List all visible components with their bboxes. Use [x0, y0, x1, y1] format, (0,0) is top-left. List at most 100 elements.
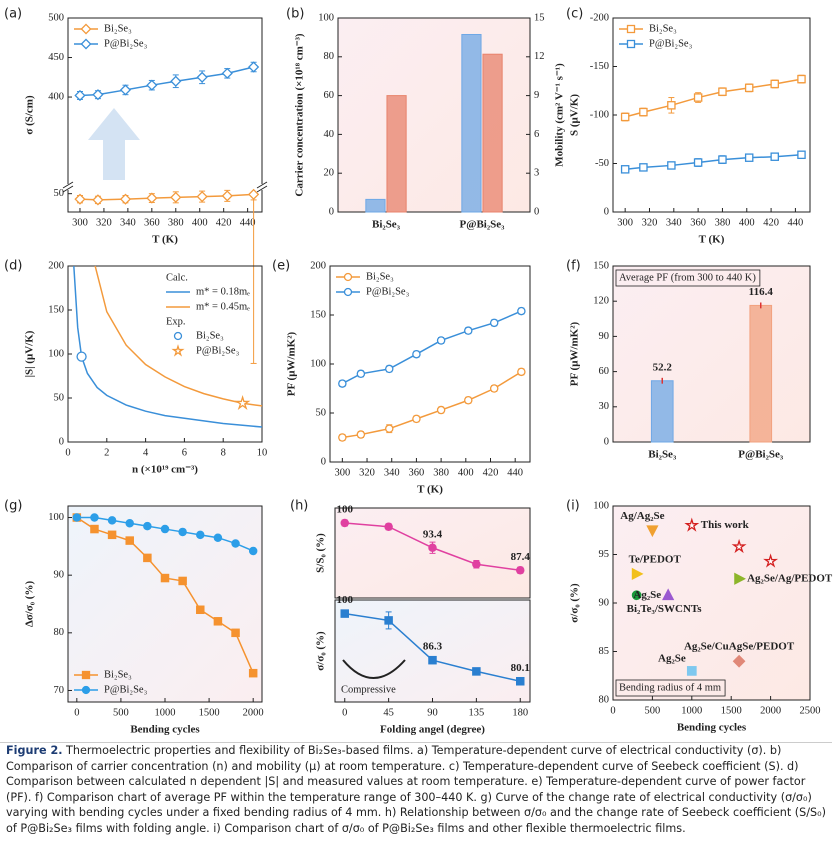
annotation: Average PF (from 300 to 440 K)	[619, 272, 756, 283]
marker	[74, 193, 86, 205]
panel-label: (b)	[286, 7, 304, 22]
plot-frame	[337, 17, 531, 213]
x-tick-label: 2	[104, 447, 109, 458]
x-axis-label: T (K)	[417, 484, 443, 496]
plot-background	[613, 506, 810, 700]
x-tick-label: P@Bi₂Se₃	[460, 219, 506, 231]
panel-label: (c)	[566, 7, 583, 22]
marker	[248, 668, 258, 678]
marker	[385, 364, 394, 374]
x-tick-label: 320	[96, 217, 112, 228]
marker	[620, 165, 630, 174]
x-tick-label: 2500	[800, 705, 821, 716]
x-tick-label: 400	[192, 217, 208, 228]
marker	[356, 430, 366, 439]
legend-label: Bi₂Se₃	[196, 330, 224, 341]
x-tick-label: 4	[143, 447, 149, 458]
y-tick-label: 100	[48, 348, 64, 359]
x-tick-label: 0	[342, 707, 347, 718]
marker	[196, 191, 208, 203]
marker	[221, 67, 233, 79]
y-tick-label: 80	[324, 51, 335, 62]
annotation: Compressive	[341, 684, 396, 695]
legend-label: P@Bi₂Se₃	[366, 286, 410, 297]
bar	[386, 95, 407, 213]
data-label: 87.4	[511, 551, 531, 563]
y-tick-label: 50	[54, 392, 65, 403]
annotation-box	[615, 269, 761, 287]
bar	[482, 53, 503, 213]
marker	[196, 530, 205, 540]
caption: Figure 2. Thermoelectric properties and …	[0, 742, 832, 843]
y-tick-label: 450	[48, 52, 64, 63]
marker	[143, 553, 152, 563]
y-tick-label: 200	[310, 260, 326, 271]
marker	[489, 318, 499, 328]
y-axis-label: PF (μW/mK²)	[569, 321, 581, 386]
x-tick-label: 10	[257, 447, 268, 458]
marker	[340, 518, 349, 528]
x-tick-label: 360	[409, 467, 425, 478]
marker	[693, 93, 703, 102]
y-axis-label: Δσ/σ₀ (%)	[24, 581, 36, 628]
x-tick-label: Bi₂Se₃	[648, 449, 677, 461]
y-axis-label: PF (μW/mK²)	[286, 331, 298, 396]
x-tick-label: P@Bi₂Se₃	[738, 449, 784, 461]
x-tick-label: 420	[216, 217, 232, 228]
x-tick-label: 500	[113, 707, 129, 718]
marker	[81, 670, 91, 680]
marker	[464, 326, 473, 335]
y2-tick-label: 9	[534, 90, 539, 101]
y2-tick-label: 12	[534, 51, 545, 62]
marker	[160, 573, 170, 583]
marker	[639, 107, 648, 117]
marker	[797, 74, 806, 84]
marker	[221, 190, 233, 202]
point-label: Ag₂Se	[658, 652, 686, 664]
marker	[384, 616, 393, 625]
x-tick-label: 1500	[721, 705, 742, 716]
marker	[626, 39, 636, 49]
y-tick-label: 100	[310, 358, 326, 369]
x-tick-label: 45	[383, 707, 394, 718]
x-tick-label: 340	[120, 217, 136, 228]
plot-frame	[67, 17, 263, 213]
x-tick-label: 360	[144, 217, 160, 228]
panel-label: (h)	[290, 499, 308, 514]
marker	[80, 38, 92, 50]
marker	[626, 24, 636, 34]
axis-break-gap	[65, 184, 71, 190]
annotation-box	[615, 679, 726, 697]
marker	[718, 155, 727, 164]
data-line	[342, 371, 522, 439]
point-label: Te/PEDOT	[629, 553, 682, 565]
x-tick-label: 300	[72, 217, 88, 228]
marker	[234, 395, 251, 410]
data-label: 116.4	[749, 286, 774, 298]
annotation: Bending radius of 4 mm	[619, 682, 721, 693]
marker	[763, 553, 779, 568]
point-label: This work	[701, 519, 750, 531]
marker	[718, 87, 727, 96]
x-tick-label: 8	[221, 447, 226, 458]
y-tick-label: 20	[324, 168, 335, 179]
marker	[107, 530, 117, 540]
y-tick-label: 85	[599, 646, 610, 657]
y-tick-label: 150	[593, 260, 609, 271]
marker	[667, 101, 676, 110]
marker	[732, 654, 746, 668]
marker	[412, 349, 421, 359]
data-label: 52.2	[653, 361, 673, 373]
plot-background	[613, 266, 810, 442]
x-tick-label: 0	[65, 447, 70, 458]
marker	[620, 112, 630, 122]
marker	[160, 524, 170, 534]
data-label: 86.3	[423, 641, 443, 653]
legend-label: Bi₂Se₃	[104, 669, 132, 680]
bar	[650, 380, 674, 443]
y2-tick-label: 0	[534, 206, 539, 217]
bar	[461, 33, 482, 213]
y-tick-label: 400	[48, 91, 64, 102]
marker	[516, 566, 525, 575]
